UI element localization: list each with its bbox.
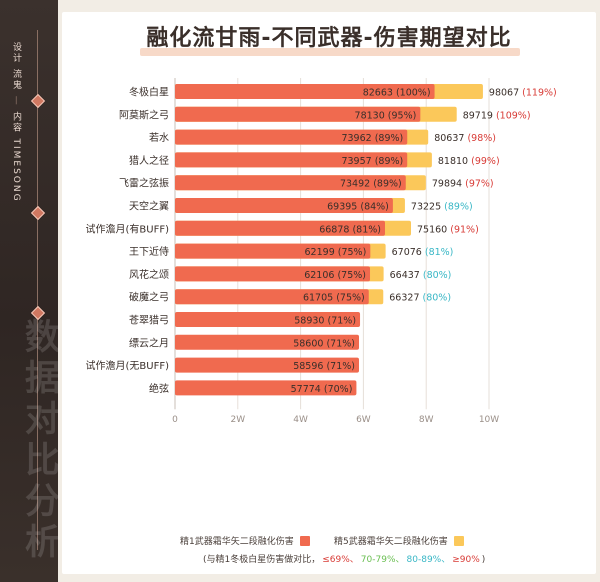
bar-refinement1 [175,129,408,145]
sidebar: 设计 流鬼 — 内容 TIMESONG 数据对比分析 [0,0,59,582]
legend-label-series2: 精5武器霜华矢二段融化伤害 [334,537,448,547]
category-label: 缥云之月 [129,336,169,349]
legend-swatch-series1 [299,535,310,546]
bar-refinement1 [175,175,406,191]
category-label: 绝弦 [149,382,169,395]
sidebar-watermark: 数据对比分析 [19,318,59,564]
data-label-refinement1: 62106 (75%) [304,270,366,281]
data-label-refinement5: 67076 (81%) [392,247,454,258]
legend-note-70: 70-79%、 [360,555,405,565]
sidebar-dash: — [11,95,21,107]
category-label: 苍翠猎弓 [129,314,169,327]
bar-refinement1 [175,220,385,236]
data-label-refinement1: 57774 (70%) [291,384,353,395]
category-label: 破魔之弓 [129,291,169,304]
data-label-refinement5: 80637 (98%) [434,133,496,144]
data-label-refinement1: 82663 (100%) [363,88,431,99]
data-label-refinement5: 81810 (99%) [438,156,500,167]
x-tick-label: 10W [479,415,499,425]
chart-panel: 融化流甘雨-不同武器-伤害期望对比 0 2W 4W 6W 8W 10W 冬极白星 82663 … [62,12,596,574]
legend-swatch-series2 [453,535,464,546]
bar-refinement1 [175,289,369,305]
sidebar-diamond-icon [30,93,46,109]
data-label-refinement1: 58600 (71%) [293,338,355,349]
sidebar-credit-design: 设计 流鬼 [11,42,21,91]
legend-note-suffix: ) [481,555,486,565]
data-label-refinement1: 66878 (81%) [319,224,381,235]
category-label: 天空之翼 [129,200,169,213]
sidebar-diamond-icon [30,205,46,221]
x-tick-label: 6W [356,415,371,425]
bar-refinement1 [175,152,408,168]
category-label: 冬极白星 [129,86,169,99]
data-label-refinement1: 62199 (75%) [305,247,367,258]
bar-refinement1 [175,266,371,282]
bar-refinement1 [175,380,357,396]
data-label-refinement5: 66437 (80%) [390,270,452,281]
bar-refinement1 [175,106,421,122]
data-label-refinement5: 75160 (91%) [417,224,479,235]
legend-item-series1: 精1武器霜华矢二段融化伤害 [180,534,310,547]
legend-note-low: ≤69%、 [322,555,359,565]
data-label-refinement1: 73962 (89%) [341,133,403,144]
data-label-refinement1: 73492 (89%) [340,179,402,190]
bar-chart: 0 2W 4W 6W 8W 10W 冬极白星 82663 (100%) 98067 (119%)… [86,78,557,425]
bar-refinement1 [175,243,371,259]
legend-note-prefix: (与精1冬极白星伤害做对比， [203,555,321,565]
data-label-refinement5: 66327 (80%) [389,293,451,304]
bar-refinement1 [175,84,435,99]
category-label: 风花之颂 [129,268,169,281]
data-label-refinement1: 58596 (71%) [293,361,355,372]
legend-note-90: ≥90% [452,555,480,565]
x-tick-label: 0 [172,415,178,425]
bar-refinement1 [175,334,360,350]
legend-note-80: 80-89%、 [406,555,451,565]
x-tick-label: 2W [230,415,245,425]
data-label-refinement1: 78130 (95%) [355,110,417,121]
legend-item-series2: 精5武器霜华矢二段融化伤害 [334,534,464,547]
category-label: 若水 [149,131,169,144]
data-label-refinement1: 69395 (84%) [327,202,389,213]
data-label-refinement1: 58930 (71%) [294,316,356,327]
bar-refinement1 [175,357,359,373]
data-label-refinement5: 79894 (97%) [432,179,494,190]
category-label: 飞雷之弦振 [119,177,169,190]
data-label-refinement5: 73225 (89%) [411,202,473,213]
category-label: 试作澹月(有BUFF) [86,222,170,235]
data-label-refinement1: 73957 (89%) [341,156,403,167]
category-label: 猎人之径 [129,154,169,167]
category-label: 阿莫斯之弓 [119,108,169,121]
legend-label-series1: 精1武器霜华矢二段融化伤害 [180,537,294,547]
legend-note: (与精1冬极白星伤害做对比， ≤69%、 70-79%、 80-89%、 ≥90%) [202,552,486,565]
sidebar-rail [37,30,38,550]
sidebar-credits: 设计 流鬼 — 内容 TIMESONG [10,42,23,203]
chart-title: 融化流甘雨-不同武器-伤害期望对比 [146,26,512,51]
bar-refinement1 [175,198,393,213]
data-label-refinement1: 61705 (75%) [303,293,365,304]
data-label-refinement5: 89719 (109%) [463,110,531,121]
category-label: 王下近侍 [129,245,169,258]
sidebar-credit-content: 内容 TIMESONG [11,111,21,203]
title-underline [140,48,520,56]
category-label: 试作澹月(无BUFF) [86,359,170,372]
x-tick-label: 8W [419,415,434,425]
bar-refinement1 [175,312,361,327]
data-label-refinement5: 98067 (119%) [489,88,557,99]
x-tick-label: 4W [293,415,308,425]
